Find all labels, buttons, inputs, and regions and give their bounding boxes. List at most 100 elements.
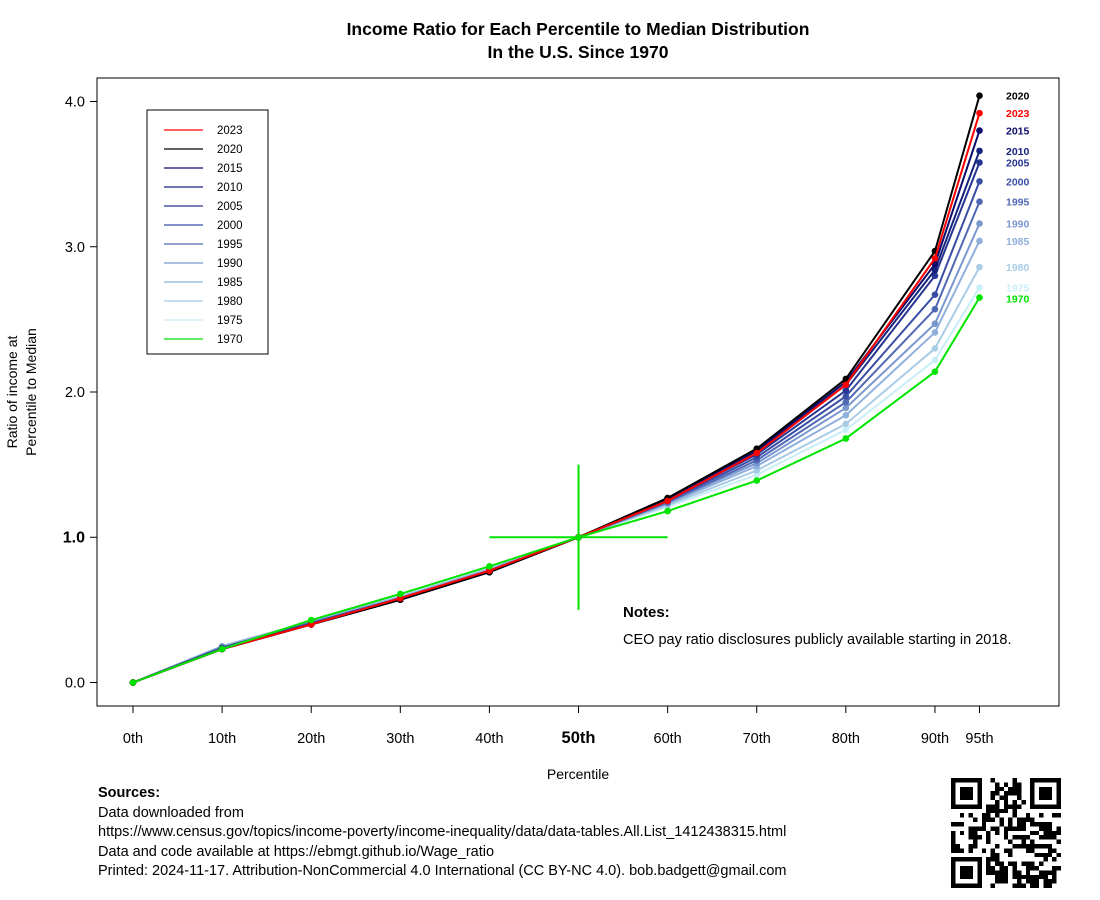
qr-module <box>973 835 978 840</box>
qr-module <box>1030 830 1035 836</box>
qr-module <box>1030 844 1035 849</box>
qr-module <box>1047 830 1053 836</box>
qr-module <box>1012 861 1017 866</box>
qr-module <box>1025 879 1031 884</box>
qr-module <box>999 866 1004 871</box>
qr-module <box>1052 870 1057 875</box>
data-point <box>976 178 983 185</box>
qr-module <box>1021 800 1026 805</box>
qr-module <box>1003 830 1009 836</box>
data-point <box>753 477 761 484</box>
qr-module <box>1025 866 1031 871</box>
qr-module <box>968 826 973 831</box>
qr-module <box>1043 883 1048 888</box>
y-tick-label: 1.0 <box>63 529 85 546</box>
y-tick-label: 4.0 <box>65 95 85 111</box>
qr-module <box>1003 879 1009 884</box>
qr-module <box>1008 804 1013 809</box>
legend-label-2023: 2023 <box>217 125 243 137</box>
qr-module <box>1039 874 1044 880</box>
end-label-1975: 1975 <box>1006 282 1030 294</box>
qr-module <box>999 861 1004 866</box>
qr-module <box>986 817 991 822</box>
qr-module <box>1043 879 1048 884</box>
qr-module <box>1030 822 1035 827</box>
qr-module <box>955 822 960 827</box>
qr-module <box>1030 874 1035 880</box>
qr-module <box>1052 874 1057 880</box>
data-point <box>976 220 983 227</box>
qr-module <box>1052 813 1057 818</box>
qr-module <box>995 870 1000 875</box>
qr-module <box>995 857 1000 862</box>
data-point <box>842 404 850 412</box>
qr-module <box>1021 844 1026 849</box>
qr-module <box>973 844 978 849</box>
qr-module <box>1008 861 1013 866</box>
x-tick-label: 10th <box>208 731 236 747</box>
legend-label-1985: 1985 <box>217 277 243 289</box>
qr-module <box>1043 870 1048 875</box>
qr-module <box>1017 879 1022 884</box>
y-axis: 0.0 1.0 2.0 3.0 4.0 <box>63 95 98 692</box>
qr-module <box>990 866 995 871</box>
qr-module <box>1017 804 1022 809</box>
legend-frame <box>146 109 269 355</box>
qr-module <box>1043 830 1048 836</box>
qr-module <box>1056 826 1061 831</box>
qr-module <box>986 839 991 844</box>
qr-module <box>1017 791 1022 796</box>
qr-module <box>1047 844 1053 849</box>
x-tick-label: 0th <box>123 731 143 747</box>
qr-module <box>1021 822 1026 827</box>
qr-module <box>1017 826 1022 831</box>
qr-module <box>1047 883 1053 888</box>
qr-module <box>1030 883 1035 888</box>
qr-module <box>1012 826 1017 831</box>
qr-module <box>1056 830 1061 836</box>
x-tick-label: 70th <box>743 731 771 747</box>
qr-module <box>990 848 995 853</box>
qr-module <box>1003 804 1009 809</box>
qr-module <box>1047 826 1053 831</box>
x-tick-label: 40th <box>475 731 503 747</box>
legend-label-1975: 1975 <box>217 315 243 327</box>
data-point <box>218 645 226 653</box>
qr-module <box>1025 813 1031 818</box>
qr-module <box>1021 883 1026 888</box>
qr-module <box>973 830 978 836</box>
qr-module <box>1056 852 1061 858</box>
qr-module <box>1039 822 1044 827</box>
x-tick-label: 90th <box>921 731 949 747</box>
qr-module <box>1052 866 1057 871</box>
qr-module <box>973 817 978 822</box>
qr-module <box>1052 835 1057 840</box>
end-label-2000: 2000 <box>1006 176 1030 188</box>
y-axis-label-line-2: Percentile to Median <box>23 328 39 456</box>
qr-module <box>995 879 1000 884</box>
qr-module <box>955 844 960 849</box>
qr-module <box>1017 817 1022 822</box>
qr-module <box>1017 822 1022 827</box>
end-label-1980: 1980 <box>1006 262 1030 274</box>
qr-module <box>990 857 995 862</box>
data-point <box>931 368 939 375</box>
data-point <box>976 198 983 206</box>
legend-label-2005: 2005 <box>217 201 243 213</box>
qr-module <box>1021 826 1026 831</box>
data-point <box>931 272 939 280</box>
qr-module <box>1039 835 1044 840</box>
qr-module <box>995 830 1000 836</box>
qr-module <box>990 795 995 800</box>
qr-module <box>951 835 956 840</box>
qr-module <box>977 826 982 831</box>
qr-module <box>995 852 1000 858</box>
qr-module <box>1021 839 1026 844</box>
qr-module <box>1012 786 1017 792</box>
qr-module <box>1017 786 1022 792</box>
sources-code-link: Data and code available at https://ebmgt… <box>98 843 495 860</box>
qr-finder-core <box>959 786 973 800</box>
qr-module <box>1047 852 1053 858</box>
qr-module <box>1003 782 1009 787</box>
qr-module <box>1017 874 1022 880</box>
